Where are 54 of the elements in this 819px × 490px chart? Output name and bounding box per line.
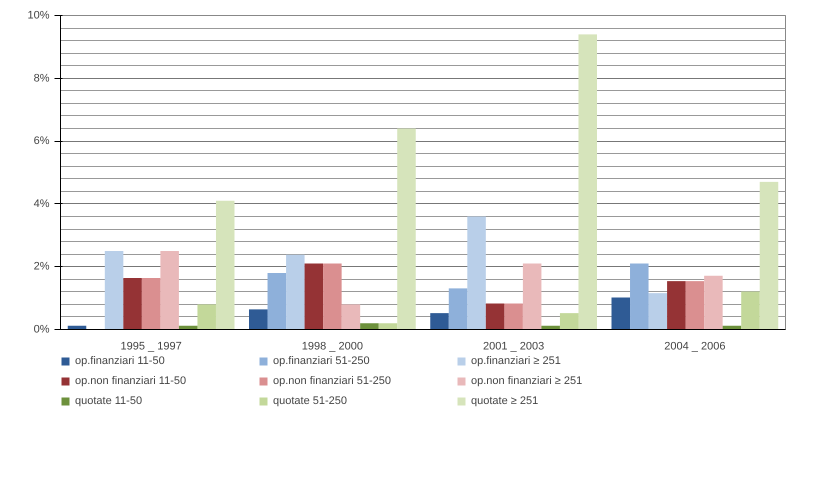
bar — [249, 309, 268, 330]
bar — [578, 34, 597, 330]
bar — [142, 278, 160, 330]
legend-label: op.finanziari 11-50 — [75, 355, 166, 367]
legend-label: quotate ≥ 251 — [471, 395, 540, 407]
bar — [304, 264, 324, 330]
bar — [486, 303, 504, 330]
bar — [704, 276, 723, 330]
bar — [612, 297, 630, 330]
bar — [178, 326, 198, 330]
bar — [123, 278, 142, 330]
legend-label: quotate 11-50 — [75, 395, 144, 407]
y-tick-label: 0% — [34, 324, 50, 336]
legend-label: op.non finanziari 51-250 — [273, 375, 392, 387]
y-tick-label: 4% — [34, 198, 50, 210]
legend-label: op.non finanziari 11-50 — [75, 375, 188, 387]
x-tick-label: 2004 _ 2006 — [664, 340, 726, 352]
bar — [342, 304, 360, 330]
bar — [268, 272, 286, 330]
y-tick-label: 10% — [27, 10, 50, 22]
bar — [378, 323, 398, 330]
legend-label: op.finanziari ≥ 251 — [471, 355, 562, 367]
x-tick-label: 2001 _ 2003 — [483, 340, 544, 352]
bar — [522, 264, 542, 330]
bar — [160, 251, 179, 330]
legend-label: op.non finanziari ≥ 251 — [471, 375, 584, 387]
bar — [104, 251, 124, 330]
y-tick-label: 8% — [34, 72, 50, 84]
bar — [448, 288, 468, 330]
bar — [397, 128, 416, 330]
y-tick-label: 2% — [34, 260, 50, 273]
legend-label: quotate 51-250 — [273, 395, 348, 407]
bar — [741, 292, 760, 330]
bar — [197, 304, 216, 330]
legend-label: op.finanziari 51-250 — [273, 355, 371, 367]
x-tick-label: 1998 _ 2000 — [302, 340, 363, 352]
y-tick-label: 6% — [34, 135, 50, 148]
bar — [286, 254, 305, 330]
bar — [760, 182, 778, 330]
bar — [667, 281, 686, 330]
x-tick-label: 1995 _ 1997 — [120, 340, 182, 352]
bar — [430, 313, 449, 330]
bar — [216, 200, 234, 330]
bar — [722, 326, 742, 330]
bar — [504, 303, 523, 330]
bar — [648, 293, 668, 330]
bar — [686, 281, 704, 330]
bar — [630, 264, 649, 330]
bar — [560, 313, 578, 330]
bar — [541, 326, 560, 330]
bar — [467, 216, 486, 330]
bar — [360, 323, 379, 330]
bar — [68, 326, 86, 330]
bar — [323, 264, 342, 330]
